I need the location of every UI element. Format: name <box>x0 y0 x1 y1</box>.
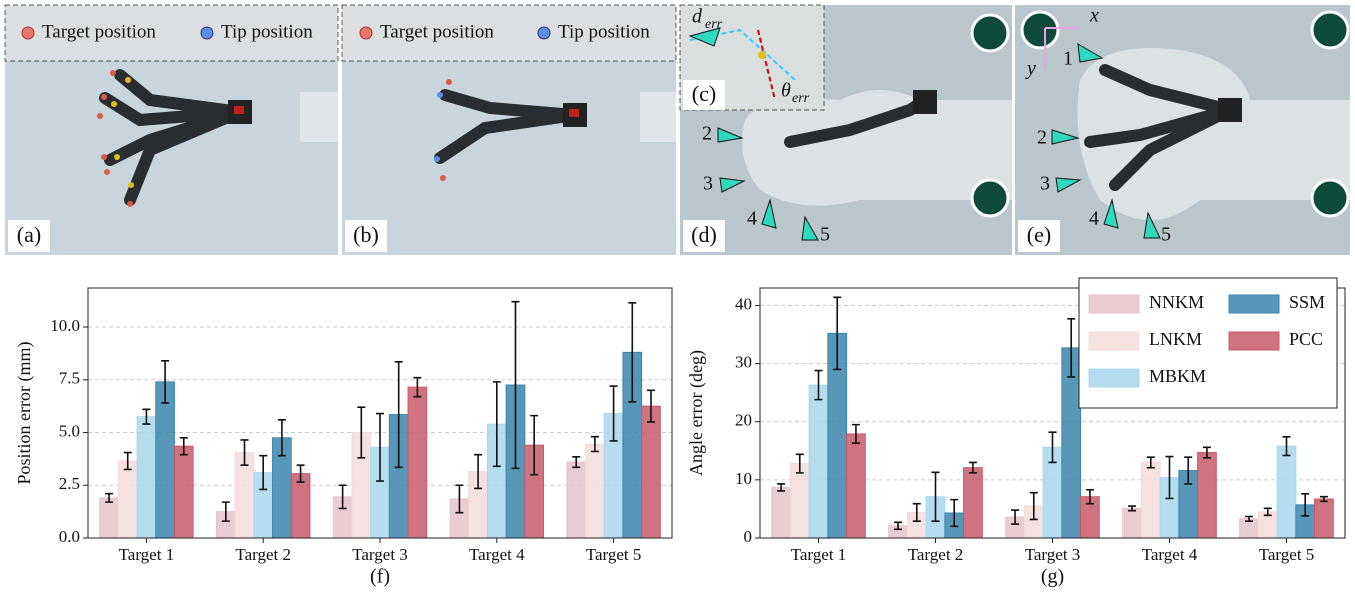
x-tick-label: Target 4 <box>1142 545 1198 564</box>
axis-label: x <box>1089 5 1099 27</box>
bar <box>291 474 310 538</box>
legend-label: SSM <box>1289 292 1325 312</box>
target-number: 4 <box>747 208 757 230</box>
bar <box>100 498 119 538</box>
bar <box>790 464 809 538</box>
x-tick-label: Target 2 <box>235 545 291 564</box>
x-axis-label: (g) <box>1041 566 1064 588</box>
y-tick-label: 40 <box>735 294 752 313</box>
y-tick-label: 10 <box>735 469 752 488</box>
x-tick-label: Target 1 <box>119 545 175 564</box>
x-tick-label: Target 3 <box>352 545 408 564</box>
bar <box>1198 453 1217 538</box>
panel-label: (c) <box>692 81 716 106</box>
inset-subscript: err <box>792 91 810 106</box>
x-tick-label: Target 4 <box>469 545 525 564</box>
inset-subscript: err <box>705 17 723 32</box>
y-tick-label: 10.0 <box>50 316 80 335</box>
legend-swatch <box>1089 295 1139 313</box>
x-tick-label: Target 2 <box>908 545 964 564</box>
y-axis-label: Angle error (deg) <box>686 350 707 476</box>
target-number: 2 <box>1037 127 1047 149</box>
y-tick-label: 20 <box>735 411 752 430</box>
legend-swatch <box>1229 295 1279 313</box>
bar <box>408 387 427 538</box>
legend-label: NNKM <box>1149 292 1204 312</box>
x-tick-label: Target 1 <box>791 545 847 564</box>
y-tick-label: 7.5 <box>59 369 80 388</box>
x-tick-label: Target 5 <box>586 545 642 564</box>
target-number: 2 <box>702 123 712 145</box>
page: { "panels": [ {"label": "(a)", "legend":… <box>0 0 1355 593</box>
x-tick-label: Target 5 <box>1259 545 1315 564</box>
x-axis-label: (f) <box>370 566 390 588</box>
photo-panel-a: Target position Tip position (a) <box>5 5 338 255</box>
legend-label: LNKM <box>1149 329 1202 349</box>
bar <box>118 461 137 538</box>
bar <box>137 417 156 538</box>
bar <box>174 446 193 538</box>
legend-label: PCC <box>1289 329 1323 349</box>
bar <box>1315 499 1334 538</box>
bar <box>586 444 605 538</box>
legend-swatch <box>1089 332 1139 350</box>
photo-panel-b: Target position Tip position (b) <box>342 5 676 255</box>
target-number: 3 <box>703 173 713 195</box>
figure: Target position Tip position (a) Target … <box>0 0 1355 593</box>
bar <box>772 487 791 538</box>
bar <box>156 382 175 538</box>
x-tick-label: Target 3 <box>1025 545 1081 564</box>
bar <box>567 462 586 538</box>
photo-panel-e: x y 1 2 3 4 5 (e) <box>1015 5 1350 255</box>
bar <box>809 385 828 538</box>
bar <box>1277 446 1296 538</box>
target-number: 5 <box>820 224 830 246</box>
legend-label: Target position <box>42 21 156 42</box>
target-number: 5 <box>1161 224 1171 246</box>
y-tick-label: 2.5 <box>59 474 80 493</box>
y-tick-label: 5.0 <box>59 421 80 440</box>
legend-swatch <box>1089 369 1139 387</box>
target-number: 3 <box>1040 173 1050 195</box>
legend-label: Tip position <box>221 21 313 42</box>
bar <box>1123 508 1142 538</box>
bar <box>847 434 866 538</box>
legend-label: Tip position <box>558 21 650 42</box>
legend-label: MBKM <box>1149 366 1206 386</box>
panel-label: (b) <box>353 222 379 247</box>
y-axis-label: Position error (mm) <box>14 342 35 485</box>
y-tick-label: 30 <box>735 352 752 371</box>
axis-label: y <box>1025 58 1036 80</box>
inset-symbol: θ <box>781 80 791 102</box>
legend-swatch <box>1229 332 1279 350</box>
target-number: 4 <box>1089 208 1099 230</box>
panel-label: (e) <box>1027 222 1051 247</box>
panel-label: (a) <box>17 222 41 247</box>
bar <box>1141 462 1160 538</box>
inset-symbol: d <box>692 6 703 28</box>
target-number: 1 <box>1063 48 1073 70</box>
panel-label: (d) <box>691 222 717 247</box>
bar <box>642 406 661 538</box>
photo-panel-d: 2 3 4 5 (d) d err θ err (c) <box>680 5 1012 255</box>
y-tick-label: 0.0 <box>59 527 80 546</box>
legend-label: Target position <box>380 21 494 42</box>
bar <box>964 468 983 538</box>
y-tick-label: 0 <box>744 527 753 546</box>
